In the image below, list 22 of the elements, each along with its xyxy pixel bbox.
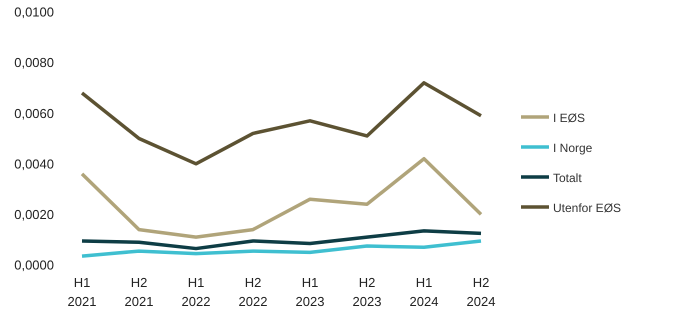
x-tick-label: H1 2023	[296, 275, 324, 309]
legend-label: Utenfor EØS	[553, 200, 622, 214]
line-series	[80, 239, 483, 258]
line-series	[80, 156, 483, 239]
y-tick-label: 0,0100	[14, 4, 54, 20]
x-tick-label: H2 2024	[466, 275, 496, 309]
line-series	[80, 229, 483, 250]
x-tick-label: H1 2024	[410, 275, 438, 309]
x-tick-label: H2 2022	[238, 275, 268, 309]
x-tick-label: H1 2022	[182, 275, 210, 309]
x-tick-label: H2 2021	[124, 275, 154, 309]
legend-label: I EØS	[553, 110, 586, 124]
y-tick-label: 0,0040	[14, 156, 54, 172]
x-tick-label: H1 2021	[68, 275, 96, 309]
y-tick-label: 0,0060	[14, 106, 54, 121]
y-tick-label: 0,0080	[14, 55, 54, 70]
line-series	[80, 81, 483, 166]
legend-label: I Norge	[553, 140, 592, 154]
y-tick-label: 0,0020	[14, 207, 54, 222]
legend-label: Totalt	[553, 170, 582, 184]
y-tick-label: 0,0000	[14, 258, 54, 273]
x-tick-label: H2 2023	[352, 275, 382, 309]
